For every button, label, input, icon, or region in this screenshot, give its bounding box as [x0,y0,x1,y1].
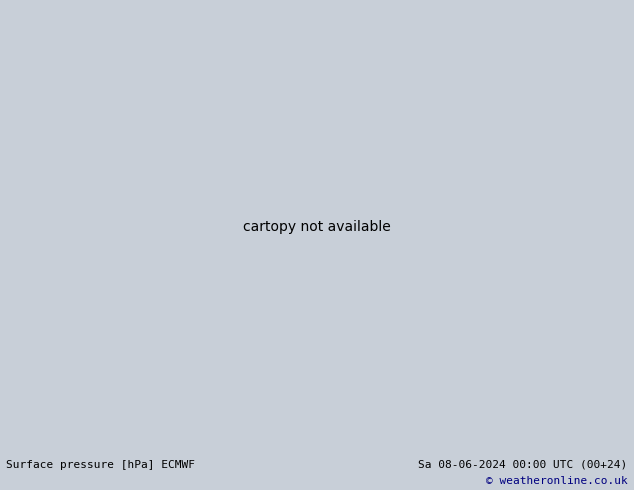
Text: © weatheronline.co.uk: © weatheronline.co.uk [486,476,628,486]
Text: cartopy not available: cartopy not available [243,220,391,234]
Text: Surface pressure [hPa] ECMWF: Surface pressure [hPa] ECMWF [6,460,195,469]
Text: Sa 08-06-2024 00:00 UTC (00+24): Sa 08-06-2024 00:00 UTC (00+24) [418,460,628,469]
